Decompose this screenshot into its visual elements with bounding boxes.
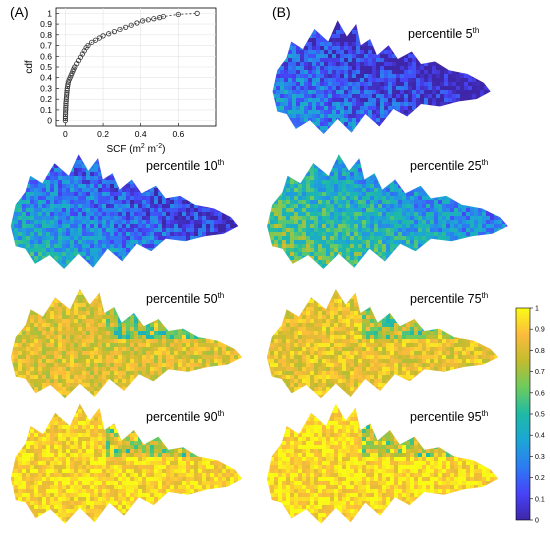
snow-map-raster [267,154,508,269]
cdf-y-tick-label: 0.3 [40,83,52,93]
cdf-y-tick-label: 0 [47,116,52,126]
map-title-sup: th [217,291,225,300]
cdf-y-tick-label: 0.4 [40,73,52,83]
map-title-text: percentile 25 [410,159,482,174]
cdf-x-tick-label: 0.4 [135,129,147,139]
snow-map: percentile 90th [6,397,252,529]
snow-map: percentile 10th [6,148,248,274]
map-title-sup: th [472,26,480,35]
map-title: percentile 50th [146,291,224,306]
snow-map: percentile 25th [262,148,518,274]
map-title-text: percentile 95 [410,410,482,425]
cdf-point [106,31,112,37]
cdf-y-tick-label: 0.5 [40,62,52,72]
cdf-point [96,35,102,41]
cdf-point [151,16,157,22]
cdf-point [92,37,99,43]
cdf-grid [56,8,216,126]
map-title-text: percentile 50 [146,292,218,307]
colorbar-tick-label: 1 [535,306,539,313]
map-title: percentile 90th [146,409,224,424]
cdf-x-tick-label: 0.6 [172,129,184,139]
snow-map-raster [272,20,491,134]
colorbar-tick-label: 0.1 [535,496,545,503]
snow-map-raster [266,289,499,399]
colorbar-tick-label: 0.5 [535,412,545,419]
cdf-y-tick-label: 0.6 [40,51,52,61]
colorbar-tick-label: 0.9 [535,327,545,334]
colorbar-tick-label: 0.7 [535,369,545,376]
cdf-point [111,28,117,35]
colorbar-tick-label: 0.4 [535,433,545,440]
cdf-point [89,39,95,45]
snow-map: percentile 50th [6,283,252,403]
colorbar-ticks: 0 0.1 0.2 0.3 0.4 0.5 0.6 0.7 0.8 0.9 1 [530,306,545,525]
panel-b-letter: (B) [272,4,291,20]
cdf-y-tick-label: 0.2 [40,94,52,104]
map-title-sup: th [481,158,489,167]
snow-map-raster [10,154,239,269]
cdf-point [123,24,129,30]
map-title-sup: th [481,291,489,300]
cdf-x-axis-label: SCF (m2 m-2) [106,143,165,155]
cdf-y-tick-label: 0.8 [40,30,52,40]
cdf-x-tick-label: 0.2 [97,129,109,139]
cdf-point [194,10,200,16]
colorbar-tick-label: 0 [535,518,539,525]
cdf-points [62,10,200,124]
cdf-plot: 0 0.2 0.4 0.600.10.20.30.40.50.60.70.80.91 … [24,7,217,155]
map-title-text: percentile 5 [408,27,473,42]
colorbar-tick-label: 0.3 [535,454,545,461]
cdf-point [175,11,181,18]
cdf-y-tick-label: 0.7 [40,41,52,51]
colorbar-tick-label: 0.8 [535,348,545,355]
colorbar-tick-label: 0.6 [535,390,545,397]
snow-map: percentile 5th [268,14,500,139]
snow-map: percentile 95th [262,397,508,529]
map-title: percentile 75th [410,291,488,306]
map-title-text: percentile 90 [146,410,218,425]
cdf-point [134,20,140,26]
cdf-ticks: 0 0.2 0.4 0.600.10.20.30.40.50.60.70.80.91 [40,8,184,139]
colorbar-tick-label: 0.2 [535,475,545,482]
cdf-point [145,17,151,23]
cdf-x-tick-label: 0 [63,129,68,139]
cdf-point [139,18,146,24]
cdf-y-tick-label: 0.9 [40,19,52,29]
map-title: percentile 5th [408,26,479,41]
cdf-point [85,42,91,49]
map-title-text: percentile 75 [410,292,482,307]
map-title-sup: th [481,409,489,418]
cdf-point [117,26,123,33]
map-title: percentile 95th [410,409,488,424]
snow-map-raster [10,403,243,524]
cdf-y-tick-label: 1 [47,8,52,18]
panel-a-letter: (A) [10,4,29,20]
cdf-y-axis-label: cdf [24,60,35,74]
cdf-point [160,13,166,20]
colorbar-gradient [515,307,531,521]
map-title: percentile 25th [410,158,488,173]
cdf-point [128,22,134,28]
snow-map-raster [10,289,243,399]
map-title-text: percentile 10 [146,159,218,174]
cdf-y-tick-label: 0.1 [40,105,52,115]
snow-map: percentile 75th [262,283,508,403]
colorbar: 0 0.1 0.2 0.3 0.4 0.5 0.6 0.7 0.8 0.9 1 [515,306,545,525]
snow-map-raster [266,403,499,524]
map-title-sup: th [217,409,225,418]
map-title-sup: th [217,158,225,167]
map-title: percentile 10th [146,158,224,173]
cdf-point [100,33,106,39]
